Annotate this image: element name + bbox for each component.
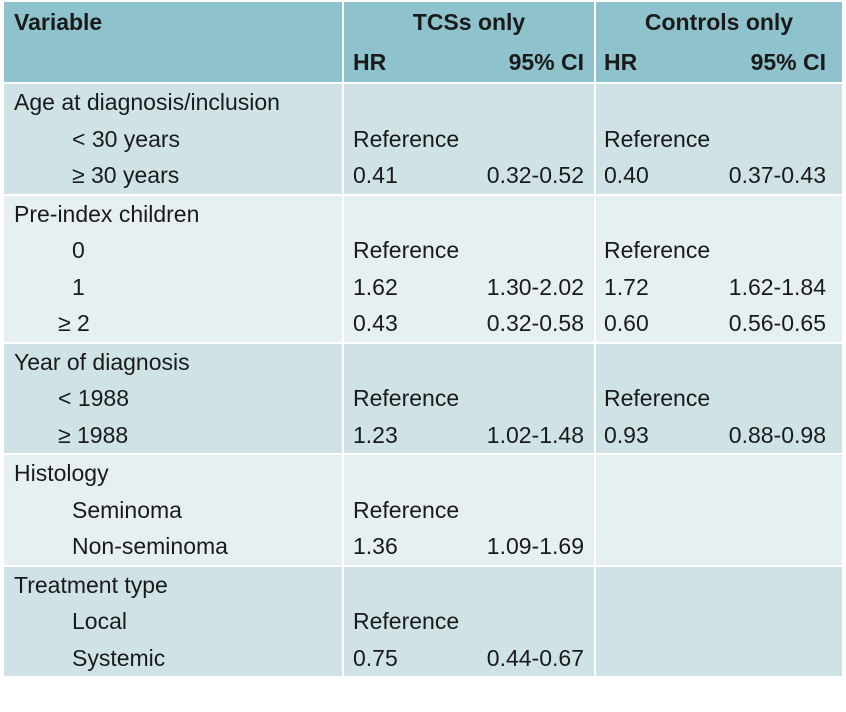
ctrl-ci: 0.37-0.43: [728, 162, 826, 188]
group-histology: Histology Seminoma Non-seminoma Referenc…: [4, 455, 842, 567]
header-controls-cell: Controls only HR 95% CI: [596, 2, 842, 84]
tcss-hr: 1.62: [353, 273, 398, 300]
ctrl-hr: Reference: [604, 385, 711, 411]
group-treatment: Treatment type Local Systemic Reference …: [4, 566, 842, 678]
tcss-ci: 1.02-1.48: [486, 421, 584, 448]
ctrl-ci: 1.62-1.84: [728, 273, 826, 300]
header-variable: Variable: [14, 9, 103, 35]
row-label: Systemic: [72, 644, 166, 671]
row-label: Non-seminoma: [72, 533, 228, 559]
tcss-ci: 1.09-1.69: [486, 533, 584, 559]
row-label: < 30 years: [72, 125, 181, 152]
header-controls: Controls only: [644, 9, 794, 35]
header-variable-cell: Variable: [4, 2, 344, 84]
tcss-hr: Reference: [353, 385, 460, 411]
group-title: Treatment type: [14, 571, 168, 598]
header-tcss-cell: TCSs only HR 95% CI: [344, 2, 596, 84]
ctrl-hr: 0.40: [604, 162, 649, 188]
ctrl-hr: 0.60: [604, 310, 649, 336]
tcss-ci: 0.32-0.52: [486, 162, 584, 188]
ctrl-ci: 0.56-0.65: [728, 310, 826, 336]
row-label: < 1988: [58, 385, 129, 411]
ctrl-ci: 0.88-0.98: [728, 421, 826, 448]
header-tcss-hr: HR: [353, 49, 387, 75]
tcss-hr: Reference: [353, 496, 460, 523]
group-age: Age at diagnosis/inclusion < 30 years ≥ …: [4, 84, 842, 196]
row-label: 0: [72, 237, 85, 263]
row-label: Seminoma: [72, 496, 182, 523]
tcss-hr: 0.41: [353, 162, 398, 188]
hazard-ratio-table: Variable TCSs only HR 95% CI Controls onl…: [4, 2, 842, 678]
tcss-hr: Reference: [353, 608, 460, 634]
group-year: Year of diagnosis < 1988 ≥ 1988 Referenc…: [4, 343, 842, 455]
header-controls-hr: HR: [604, 49, 638, 75]
tcss-hr: 1.36: [353, 533, 398, 559]
tcss-hr: 0.75: [353, 644, 398, 671]
tcss-hr: 0.43: [353, 310, 398, 336]
row-label: ≥ 1988: [58, 421, 129, 448]
ctrl-hr: 1.72: [604, 273, 649, 300]
row-label: 1: [72, 273, 85, 300]
ctrl-hr: 0.93: [604, 421, 649, 448]
tcss-hr: Reference: [353, 237, 460, 263]
header-controls-ci: 95% CI: [750, 49, 826, 75]
header-tcss-ci: 95% CI: [508, 49, 584, 75]
group-title: Histology: [14, 460, 109, 486]
row-label: ≥ 30 years: [72, 162, 180, 188]
group-title: Pre-index children: [14, 200, 200, 227]
header-tcss: TCSs only: [412, 9, 526, 35]
tcss-ci: 0.44-0.67: [486, 644, 584, 671]
group-children: Pre-index children 0 1 ≥ 2 Reference 1.6…: [4, 195, 842, 344]
table-header: Variable TCSs only HR 95% CI Controls onl…: [4, 2, 842, 84]
tcss-hr: 1.23: [353, 421, 398, 448]
group-title: Age at diagnosis/inclusion: [14, 89, 280, 115]
row-label: ≥ 2: [58, 310, 90, 336]
tcss-ci: 1.30-2.02: [486, 273, 584, 300]
group-title: Year of diagnosis: [14, 348, 190, 375]
tcss-hr: Reference: [353, 125, 460, 152]
tcss-ci: 0.32-0.58: [486, 310, 584, 336]
ctrl-hr: Reference: [604, 237, 711, 263]
row-label: Local: [72, 608, 127, 634]
ctrl-hr: Reference: [604, 125, 711, 152]
